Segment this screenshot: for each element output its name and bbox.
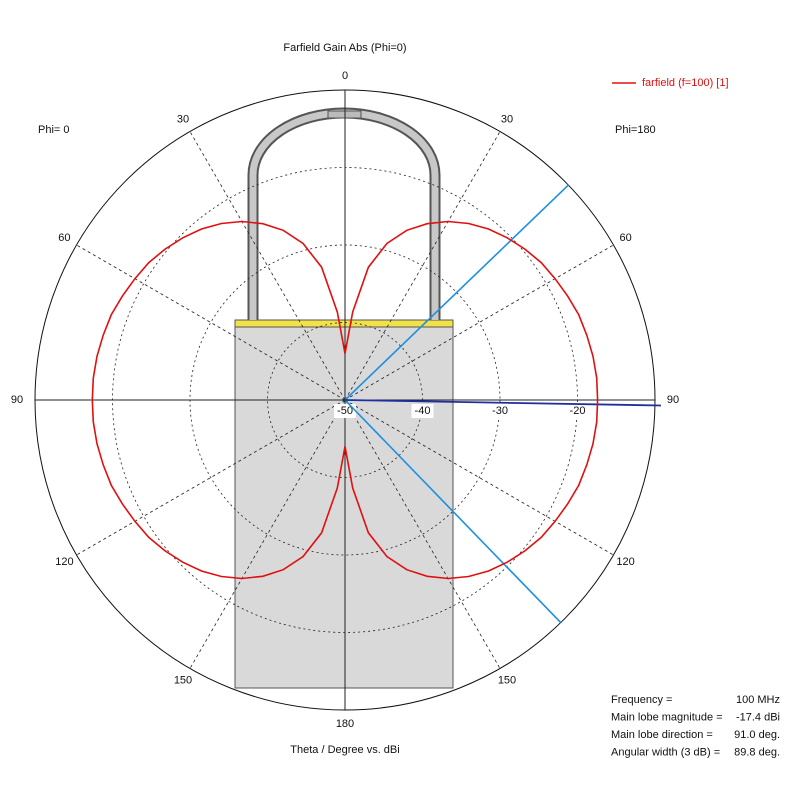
angle-tick-label: 120	[616, 556, 634, 568]
info-label: Main lobe direction =	[611, 729, 713, 741]
grid-spoke	[76, 399, 346, 556]
info-label: Frequency =	[611, 694, 672, 706]
grid-spoke	[76, 244, 346, 401]
pattern-curve	[91, 220, 346, 580]
main-lobe-line	[344, 399, 661, 407]
grid-spoke	[189, 131, 346, 401]
angle-tick-label: 30	[501, 113, 513, 125]
legend-label: farfield (f=100) [1]	[642, 77, 729, 89]
angle-tick-label: 60	[619, 232, 631, 244]
grid-spoke	[189, 399, 346, 669]
angle-tick-label: 150	[174, 674, 192, 686]
phi-label: Phi=180	[615, 124, 656, 136]
info-value: 100 MHz	[736, 694, 780, 706]
info-label: Angular width (3 dB) =	[611, 746, 720, 758]
tick-label-bg	[489, 404, 511, 418]
grid-spoke	[344, 131, 501, 401]
grid-spoke	[344, 399, 614, 556]
r-tick-label: -30	[492, 405, 508, 417]
angle-tick-label: 30	[177, 113, 189, 125]
tick-label-bg	[334, 404, 356, 418]
antenna-model	[234, 107, 454, 689]
r-tick-label: -40	[415, 405, 431, 417]
info-value: 89.8 deg.	[734, 746, 780, 758]
angle-tick-label: 0	[342, 70, 348, 82]
angle-tick-label: 180	[336, 718, 354, 730]
grid-spoke	[344, 399, 501, 669]
info-label: Main lobe magnitude =	[611, 711, 723, 723]
angle-tick-label: 60	[58, 232, 70, 244]
angle-tick-label: 120	[55, 556, 73, 568]
angle-tick-label: 150	[498, 674, 516, 686]
angle-tick-label: 90	[667, 394, 679, 406]
beamwidth-line	[344, 184, 569, 401]
info-value: 91.0 deg.	[734, 729, 780, 741]
tick-label-bg	[411, 404, 434, 418]
phi-label: Phi= 0	[38, 124, 70, 136]
pattern-curve	[344, 220, 599, 580]
x-axis-label: Theta / Degree vs. dBi	[290, 744, 399, 756]
r-tick-label: -20	[570, 405, 586, 417]
tick-label-bg	[566, 404, 589, 418]
beamwidth-line	[344, 399, 562, 624]
grid-spoke	[344, 244, 614, 401]
r-tick-label: -50	[337, 405, 353, 417]
chart-title: Farfield Gain Abs (Phi=0)	[283, 42, 406, 54]
angle-tick-label: 90	[11, 394, 23, 406]
info-value: -17.4 dBi	[736, 711, 780, 723]
